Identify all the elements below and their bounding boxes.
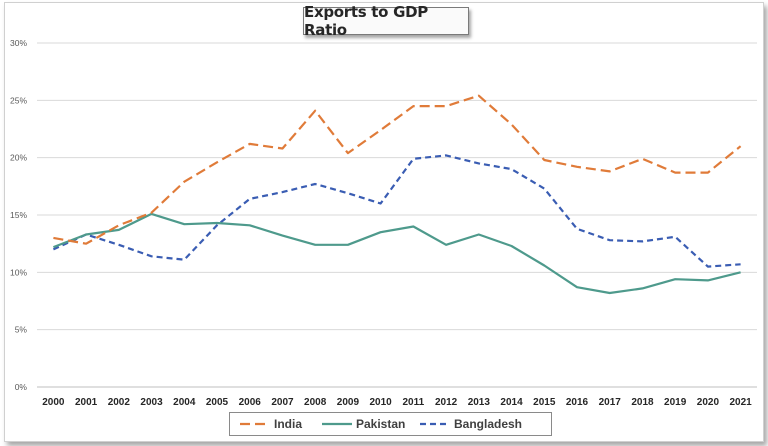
legend-swatch-pakistan — [322, 422, 352, 426]
y-axis-tick-labels: 0% 5% 10% 15% 20% 25% 30% — [10, 38, 27, 392]
x-tick-label: 2003 — [140, 397, 163, 408]
x-tick-label: 2006 — [239, 397, 262, 408]
x-tick-label: 2012 — [435, 397, 458, 408]
legend-swatch-india — [240, 422, 270, 426]
x-tick-label: 2016 — [566, 397, 589, 408]
x-tick-label: 2014 — [500, 397, 523, 408]
legend-label-bangladesh: Bangladesh — [454, 417, 523, 431]
x-tick-label: 2010 — [370, 397, 393, 408]
x-tick-label: 2007 — [271, 397, 294, 408]
y-tick-label: 25% — [10, 95, 27, 105]
x-tick-label: 2000 — [42, 397, 65, 408]
series-lines — [52, 94, 742, 295]
legend-label-india: India — [274, 417, 303, 431]
x-tick-label: 2002 — [108, 397, 131, 408]
y-tick-label: 30% — [10, 38, 27, 48]
y-tick-label: 10% — [10, 267, 27, 277]
x-tick-label: 2018 — [631, 397, 654, 408]
series-line-pakistan — [53, 212, 741, 295]
x-tick-label: 2013 — [468, 397, 491, 408]
legend: India Pakistan Bangladesh — [229, 412, 552, 436]
x-tick-label: 2020 — [697, 397, 720, 408]
x-tick-label: 2004 — [173, 397, 196, 408]
series-line-india — [53, 94, 742, 245]
x-tick-label: 2001 — [75, 397, 98, 408]
x-tick-label: 2011 — [403, 397, 425, 408]
x-tick-label: 2008 — [304, 397, 327, 408]
legend-label-pakistan: Pakistan — [356, 417, 406, 431]
y-tick-label: 5% — [15, 325, 28, 335]
legend-item-india: India — [240, 416, 302, 432]
legend-swatch-bangladesh — [420, 422, 450, 426]
chart-frame — [4, 2, 764, 442]
x-tick-label: 2005 — [206, 397, 229, 408]
x-axis-tick-labels: 2000 2001 2002 2003 2004 2005 2006 2007 2008 2009… — [42, 397, 752, 408]
x-tick-label: 2017 — [599, 397, 622, 408]
x-tick-label: 2015 — [533, 397, 556, 408]
gridlines — [37, 42, 757, 388]
legend-item-pakistan: Pakistan — [322, 416, 405, 432]
x-tick-label: 2009 — [337, 397, 360, 408]
chart-title: Exports to GDP Ratio — [303, 3, 469, 39]
x-tick-label: 2021 — [730, 397, 753, 408]
y-tick-label: 15% — [10, 210, 27, 220]
y-tick-label: 20% — [10, 153, 27, 163]
legend-item-bangladesh: Bangladesh — [420, 416, 522, 432]
x-tick-label: 2019 — [664, 397, 687, 408]
y-tick-label: 0% — [15, 382, 28, 392]
series-line-bangladesh — [52, 154, 741, 268]
